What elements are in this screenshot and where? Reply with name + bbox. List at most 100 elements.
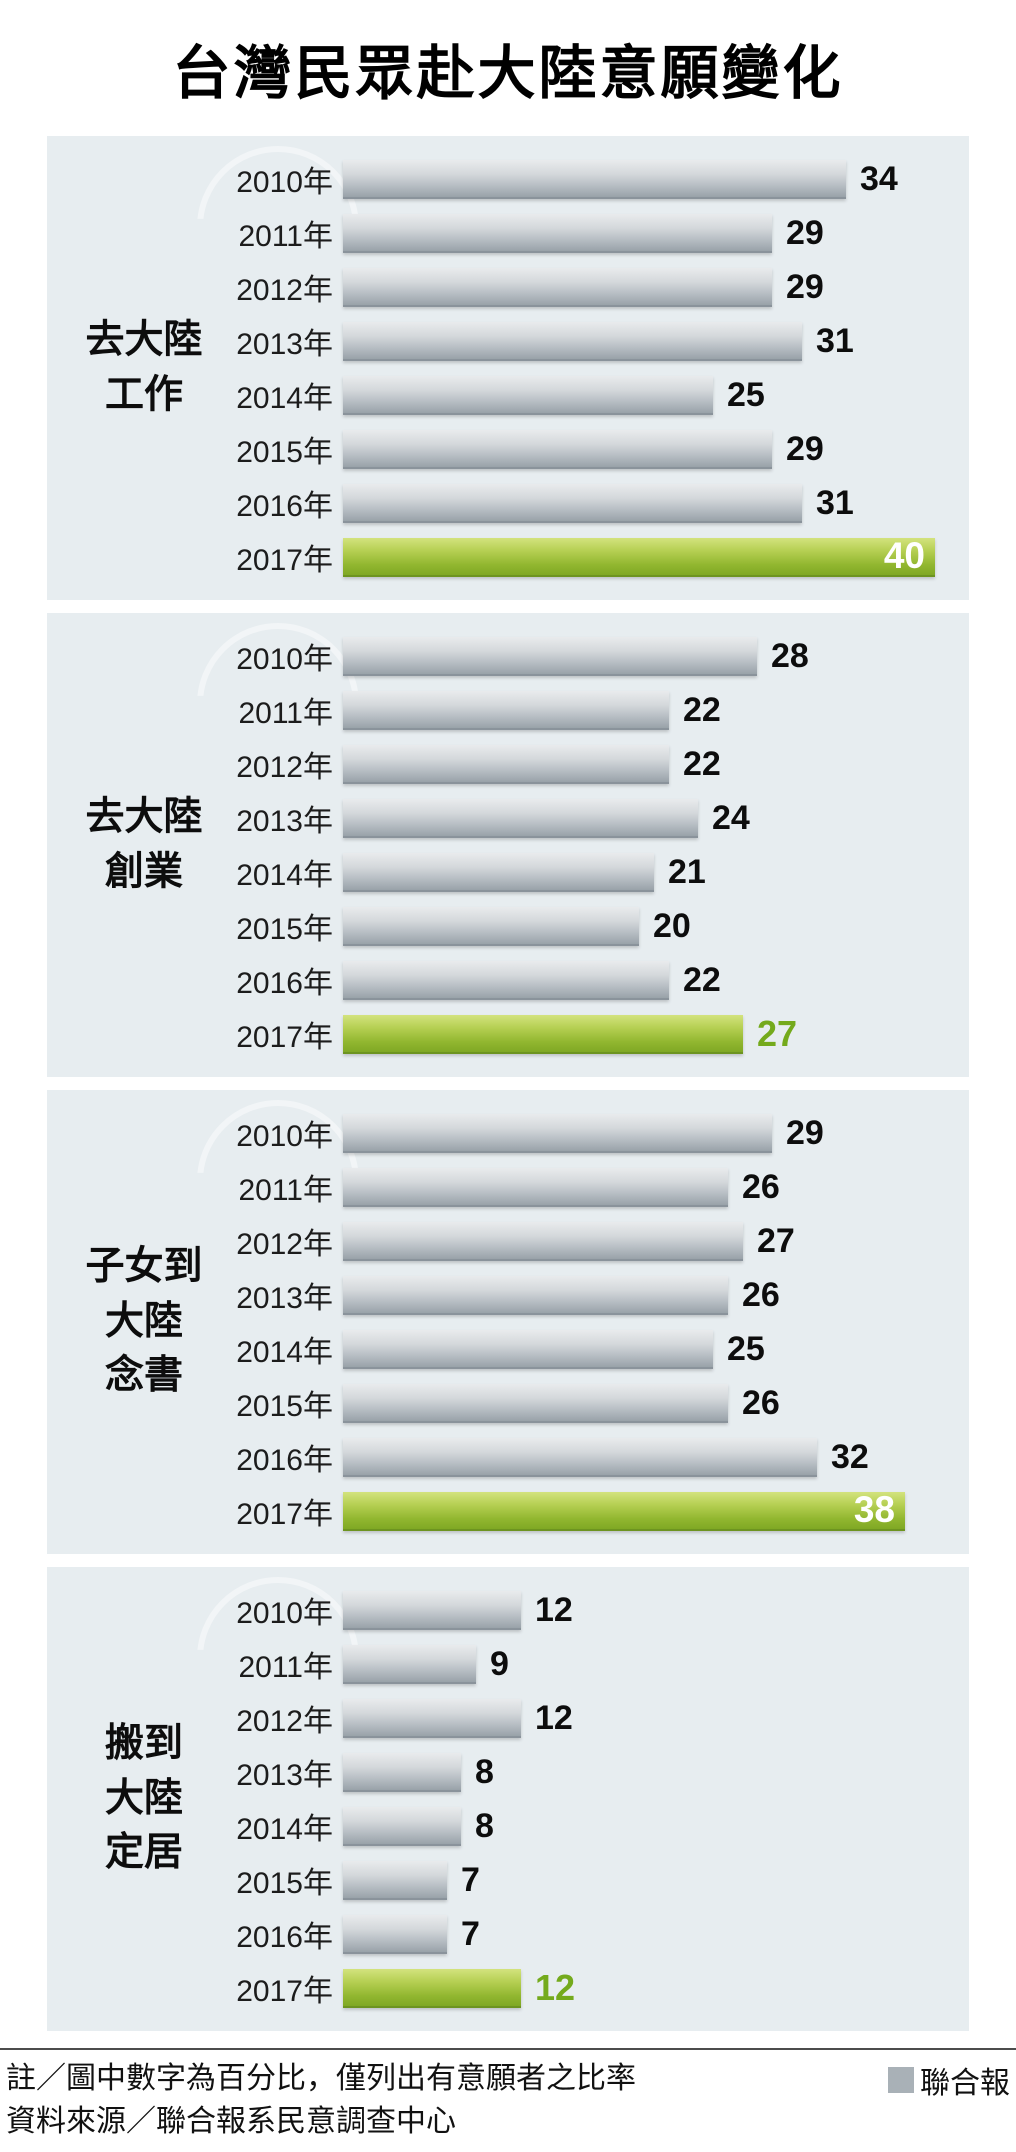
highlight-bar: 40	[343, 535, 935, 577]
bar-row: 2017年 40	[47, 530, 969, 584]
value-label: 8	[475, 1752, 494, 1791]
bar-row: 2014年 25	[47, 1322, 969, 1376]
bar-area: 27	[343, 1013, 969, 1055]
bar-area: 25	[343, 375, 969, 415]
bar-row: 2014年 8	[47, 1799, 969, 1853]
bar-area: 9	[343, 1644, 969, 1684]
value-label: 24	[712, 798, 750, 837]
bar-row: 2011年 9	[47, 1637, 969, 1691]
bar	[343, 690, 669, 730]
value-label: 34	[860, 159, 898, 198]
gray-square-icon	[888, 2066, 914, 2093]
bar-row: 2010年 12	[47, 1583, 969, 1637]
bar	[343, 1914, 447, 1954]
credit-badge: 聯合報	[888, 2058, 1010, 2102]
value-label: 32	[831, 1437, 869, 1476]
panel-work: 去大陸 工作 2010年 34 2011年 29 2012年 29 2013年 31 2014年…	[47, 136, 969, 600]
value-label: 29	[786, 1113, 824, 1152]
bar-row: 2012年 29	[47, 260, 969, 314]
bar-row: 2016年 22	[47, 953, 969, 1007]
bar	[343, 1113, 772, 1153]
bar	[343, 1167, 728, 1207]
bar-area: 12	[343, 1967, 969, 2009]
bar	[343, 960, 669, 1000]
bar	[343, 1860, 447, 1900]
bar	[343, 1329, 713, 1369]
year-label: 2016年	[236, 1921, 333, 1954]
panel-startup: 去大陸 創業 2010年 28 2011年 22 2012年 22 2013年 24 2014年…	[47, 613, 969, 1077]
bar-area: 7	[343, 1860, 969, 1900]
bar-area: 34	[343, 159, 969, 199]
year-label: 2013年	[236, 328, 333, 361]
year-label: 2010年	[236, 643, 333, 676]
credit-label: 聯合報	[920, 2066, 1010, 2100]
value-label: 29	[786, 267, 824, 306]
value-label: 12	[535, 1590, 573, 1629]
bar-area: 12	[343, 1590, 969, 1630]
bar-area: 31	[343, 321, 969, 361]
value-label: 26	[742, 1167, 780, 1206]
year-label: 2011年	[238, 1651, 333, 1684]
panel-relocate: 搬到 大陸 定居 2010年 12 2011年 9 2012年 12 2013年 8 2014年…	[47, 1567, 969, 2031]
bar	[343, 1644, 476, 1684]
footer-note-1: 註／圖中數字為百分比，僅列出有意願者之比率	[6, 2062, 636, 2096]
bar-row: 2016年 32	[47, 1430, 969, 1484]
value-label: 22	[683, 960, 721, 999]
bar-area: 22	[343, 744, 969, 784]
bar-area: 8	[343, 1806, 969, 1846]
group-label: 去大陸 工作	[85, 318, 203, 416]
year-label: 2016年	[236, 490, 333, 523]
year-label: 2012年	[236, 751, 333, 784]
bar-row: 2015年 29	[47, 422, 969, 476]
bar	[343, 1752, 461, 1792]
year-label: 2013年	[236, 1759, 333, 1792]
year-label: 2014年	[236, 1813, 333, 1846]
bar-row: 2012年 22	[47, 737, 969, 791]
bar	[343, 798, 698, 838]
group-label: 搬到 大陸 定居	[104, 1722, 183, 1875]
year-label: 2017年	[236, 1975, 333, 2008]
bar-area: 20	[343, 906, 969, 946]
value-label: 7	[461, 1914, 480, 1953]
year-label: 2012年	[236, 1705, 333, 1738]
bar-row: 2015年 26	[47, 1376, 969, 1430]
bar	[343, 321, 802, 361]
value-label: 22	[683, 690, 721, 729]
year-label: 2012年	[236, 1228, 333, 1261]
bar-area: 22	[343, 690, 969, 730]
value-label: 31	[816, 483, 854, 522]
year-label: 2016年	[236, 1444, 333, 1477]
bar	[343, 375, 713, 415]
bar	[343, 483, 802, 523]
year-label: 2017年	[236, 1021, 333, 1054]
value-label: 26	[742, 1275, 780, 1314]
bar-row: 2012年 27	[47, 1214, 969, 1268]
bar-area: 26	[343, 1275, 969, 1315]
highlight-bar: 38	[343, 1489, 905, 1531]
year-label: 2010年	[236, 1120, 333, 1153]
bar-area: 38	[343, 1489, 969, 1531]
footer: 註／圖中數字為百分比，僅列出有意願者之比率 聯合報 資料來源／聯合報系民意調查中…	[0, 2047, 1016, 2152]
bar-row: 2011年 26	[47, 1160, 969, 1214]
bar-area: 24	[343, 798, 969, 838]
value-label: 25	[727, 1329, 765, 1368]
bar-row: 2011年 29	[47, 206, 969, 260]
bar-rows: 2010年 28 2011年 22 2012年 22 2013年 24 2014年 21 2015年…	[47, 629, 969, 1061]
bar-rows: 2010年 29 2011年 26 2012年 27 2013年 26 2014年 25 2015年…	[47, 1106, 969, 1538]
bar-row: 2016年 7	[47, 1907, 969, 1961]
bar-area: 29	[343, 429, 969, 469]
bar	[343, 852, 654, 892]
year-label: 2011年	[238, 220, 333, 253]
bar-row: 2011年 22	[47, 683, 969, 737]
value-label: 21	[668, 852, 706, 891]
value-label: 27	[757, 1221, 795, 1260]
bar	[343, 213, 772, 253]
bar-area: 25	[343, 1329, 969, 1369]
bar-row: 2012年 12	[47, 1691, 969, 1745]
highlight-bar	[343, 1014, 743, 1054]
year-label: 2011年	[238, 1174, 333, 1207]
bar-row: 2017年 38	[47, 1484, 969, 1538]
year-label: 2011年	[238, 697, 333, 730]
bar	[343, 1698, 521, 1738]
year-label: 2016年	[236, 967, 333, 1000]
